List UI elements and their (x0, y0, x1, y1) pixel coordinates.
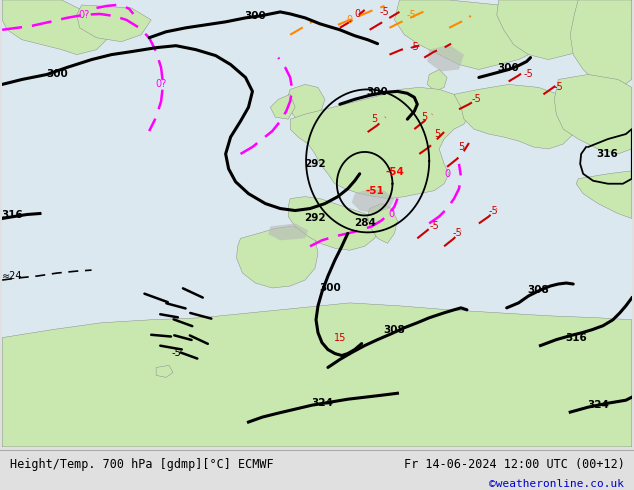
Text: 316: 316 (566, 333, 587, 343)
Text: Fr 14-06-2024 12:00 UTC (00+12): Fr 14-06-2024 12:00 UTC (00+12) (404, 458, 624, 470)
Text: -51: -51 (365, 186, 384, 196)
Text: -5: -5 (452, 228, 462, 238)
Polygon shape (288, 196, 380, 250)
Text: ©weatheronline.co.uk: ©weatheronline.co.uk (489, 479, 624, 489)
Text: Height/Temp. 700 hPa [gdmp][°C] ECMWF: Height/Temp. 700 hPa [gdmp][°C] ECMWF (10, 458, 273, 470)
Text: 316: 316 (1, 210, 23, 220)
Polygon shape (427, 45, 464, 72)
Text: 324: 324 (311, 398, 333, 408)
Text: 292: 292 (304, 214, 326, 223)
Text: -54: -54 (385, 167, 404, 177)
Text: 300: 300 (245, 11, 266, 21)
Polygon shape (285, 84, 325, 121)
Polygon shape (236, 226, 318, 288)
Text: -5: -5 (406, 10, 416, 20)
Text: -5: -5 (489, 205, 498, 216)
Text: 0: 0 (444, 169, 450, 179)
Polygon shape (77, 5, 151, 42)
Text: 0: 0 (354, 9, 361, 19)
Polygon shape (497, 0, 632, 60)
Text: 284: 284 (354, 219, 375, 228)
Text: 292: 292 (304, 159, 326, 169)
Polygon shape (576, 171, 632, 219)
Text: 300: 300 (319, 283, 341, 293)
Polygon shape (368, 203, 398, 244)
Polygon shape (270, 95, 295, 119)
Polygon shape (2, 0, 112, 54)
Text: -5: -5 (380, 7, 389, 17)
Text: -5: -5 (553, 82, 563, 93)
Polygon shape (570, 0, 632, 89)
Polygon shape (454, 84, 578, 149)
Text: 300: 300 (46, 70, 68, 79)
Polygon shape (290, 87, 469, 198)
Text: 0: 0 (389, 209, 394, 219)
Text: 5: 5 (434, 129, 440, 139)
Text: ≈24: ≈24 (2, 271, 22, 281)
Polygon shape (554, 74, 632, 154)
Text: 316: 316 (596, 149, 618, 159)
Text: 5: 5 (458, 142, 464, 152)
Text: -5: -5 (472, 94, 482, 104)
Polygon shape (268, 223, 308, 240)
Polygon shape (427, 70, 447, 91)
Text: 0?: 0? (78, 10, 89, 20)
Text: -5: -5 (524, 70, 533, 79)
Text: 300: 300 (366, 87, 389, 98)
Text: 324: 324 (587, 400, 609, 410)
Polygon shape (352, 189, 394, 214)
Polygon shape (394, 0, 559, 70)
Text: 5: 5 (421, 112, 427, 122)
Text: 5: 5 (372, 114, 378, 124)
Text: 0: 0 (347, 15, 353, 25)
Text: -5: -5 (429, 221, 439, 231)
Text: 308: 308 (384, 325, 405, 335)
Text: 300: 300 (498, 63, 519, 73)
Text: -5: -5 (171, 347, 181, 358)
Text: -5: -5 (410, 42, 419, 51)
Polygon shape (156, 366, 173, 377)
Text: 15: 15 (333, 333, 346, 343)
Polygon shape (2, 303, 632, 447)
Text: 0?: 0? (155, 79, 167, 89)
Text: 308: 308 (527, 285, 549, 295)
